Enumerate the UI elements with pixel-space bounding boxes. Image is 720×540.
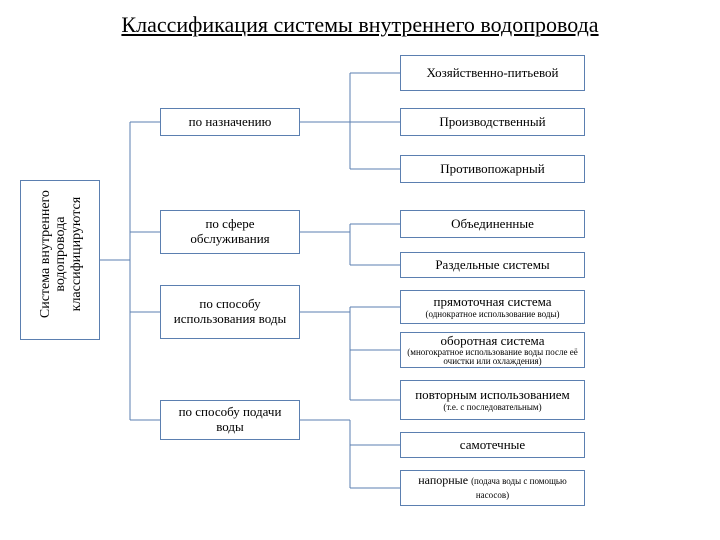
leaf-node-l5: Раздельные системы (400, 252, 585, 278)
node-label: Раздельные системы (435, 258, 549, 273)
node-label: по способу использования воды (165, 297, 295, 327)
leaf-node-l10: напорные (подача воды с помощью насосов) (400, 470, 585, 506)
node-sublabel: (многократное использование воды после е… (405, 348, 580, 366)
page-title: Классификация системы внутреннего водопр… (30, 12, 690, 38)
root-node: Система внутреннего водопровода классифи… (20, 180, 100, 340)
leaf-node-l1: Хозяйственно-питьевой (400, 55, 585, 91)
mid-node-m1: по назначению (160, 108, 300, 136)
mid-node-m4: по способу подачи воды (160, 400, 300, 440)
leaf-node-l3: Противопожарный (400, 155, 585, 183)
node-label: по назначению (189, 115, 272, 130)
node-label: самотечные (460, 438, 525, 453)
node-label: по способу подачи воды (165, 405, 295, 435)
node-label: Производственный (439, 115, 545, 130)
leaf-node-l8: повторным использованием(т.е. с последов… (400, 380, 585, 420)
node-label: прямоточная система (433, 295, 551, 310)
node-label: Объединенные (451, 217, 534, 232)
node-label: оборотная система (441, 334, 545, 349)
node-sublabel: (подача воды с помощью насосов) (471, 476, 567, 500)
node-label: Противопожарный (440, 162, 544, 177)
node-label: Хозяйственно-питьевой (427, 66, 559, 81)
leaf-node-l6: прямоточная система(однократное использо… (400, 290, 585, 324)
leaf-node-l7: оборотная система(многократное использов… (400, 332, 585, 368)
leaf-node-l2: Производственный (400, 108, 585, 136)
node-sublabel: (однократное использование воды) (425, 310, 559, 319)
root-node-label: Система внутреннего водопровода классифи… (38, 174, 84, 334)
node-label: повторным использованием (415, 388, 570, 403)
connectors-svg (0, 0, 720, 540)
mid-node-m2: по сфере обслуживания (160, 210, 300, 254)
node-label: напорные (подача воды с помощью насосов) (405, 474, 580, 502)
node-label: по сфере обслуживания (165, 217, 295, 247)
mid-node-m3: по способу использования воды (160, 285, 300, 339)
node-sublabel: (т.е. с последовательным) (443, 403, 541, 412)
leaf-node-l9: самотечные (400, 432, 585, 458)
leaf-node-l4: Объединенные (400, 210, 585, 238)
